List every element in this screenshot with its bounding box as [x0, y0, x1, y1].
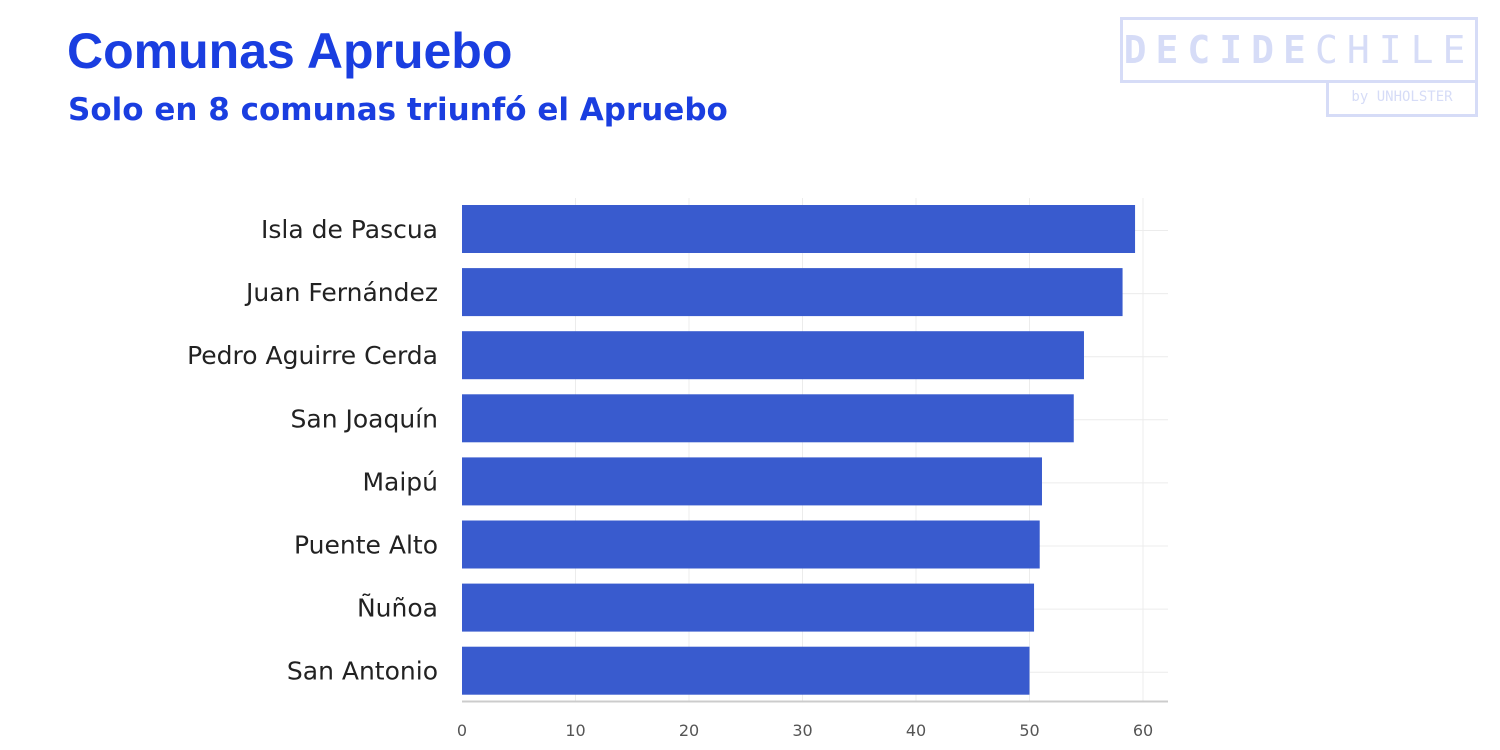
logo-byline: by UNHOLSTER: [1351, 89, 1453, 105]
category-label: Maipú: [362, 467, 438, 496]
logo-wordmark: DECIDECHILE: [1123, 20, 1475, 80]
logo-brand-right: CHILE: [1314, 28, 1475, 72]
bar: [462, 520, 1040, 569]
x-tick-label: 50: [1019, 721, 1039, 740]
bar: [462, 457, 1042, 506]
x-tick-label: 60: [1133, 721, 1153, 740]
x-tick-label: 30: [792, 721, 812, 740]
chart-title: Comunas Apruebo: [67, 23, 513, 79]
logo-byline-frame: by UNHOLSTER: [1326, 80, 1478, 117]
category-label: Ñuñoa: [357, 593, 438, 623]
category-label: San Antonio: [287, 657, 438, 686]
category-label: San Joaquín: [291, 404, 438, 433]
category-label: Pedro Aguirre Cerda: [187, 341, 438, 370]
decidechile-logo: DECIDECHILE by UNHOLSTER: [1120, 17, 1480, 119]
x-tick-label: 0: [457, 721, 467, 740]
category-label: Isla de Pascua: [261, 215, 438, 244]
bar: [462, 268, 1123, 317]
logo-frame: DECIDECHILE: [1120, 17, 1478, 83]
category-label: Juan Fernández: [244, 278, 438, 307]
chart-subtitle: Solo en 8 comunas triunfó el Apruebo: [68, 92, 728, 128]
category-label: Puente Alto: [294, 531, 438, 560]
bar: [462, 394, 1074, 443]
logo-brand-left: DECIDE: [1123, 28, 1315, 72]
bar: [462, 646, 1030, 695]
x-tick-label: 40: [906, 721, 926, 740]
x-tick-label: 10: [565, 721, 585, 740]
bar: [462, 583, 1035, 632]
bar: [462, 331, 1084, 380]
x-tick-label: 20: [679, 721, 699, 740]
bar: [462, 205, 1136, 253]
